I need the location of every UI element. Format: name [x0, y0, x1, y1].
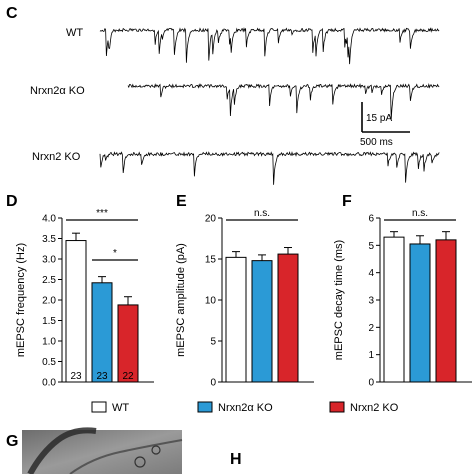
- y-tick-label: 2.0: [42, 296, 56, 307]
- bar: [65, 240, 87, 383]
- y-tick-label: 2.5: [42, 275, 56, 286]
- bar: [383, 236, 405, 383]
- y-tick-label: 3.5: [42, 234, 56, 245]
- legend-label-nrxn2: Nrxn2 KO: [350, 402, 399, 414]
- scale-bar-amplitude-label: 15 pA: [366, 113, 392, 124]
- y-tick-label: 3.0: [42, 255, 56, 266]
- y-tick-label: 0.5: [42, 357, 56, 368]
- chart-decay-time: F 0 1 2 3 4 5 6 mEPSC decay time (ms) n.s.: [333, 193, 472, 389]
- trace-label-nrxn2: Nrxn2 KO: [32, 151, 81, 163]
- panel-letter: E: [176, 193, 187, 210]
- y-tick-label: 10: [205, 296, 217, 307]
- bar: [225, 256, 247, 383]
- y-tick-label: 1.0: [42, 337, 56, 348]
- legend-swatch-nrxn2: [329, 401, 345, 413]
- significance-label: n.s.: [254, 208, 270, 219]
- y-tick-label: 0: [210, 378, 216, 389]
- bar: [91, 282, 113, 383]
- y-tick-label: 1: [368, 350, 374, 361]
- trace-label-nrxn2a: Nrxn2α KO: [30, 85, 85, 97]
- legend: WT Nrxn2α KO Nrxn2 KO: [91, 401, 399, 414]
- y-axis-title: mEPSC amplitude (pA): [175, 243, 187, 357]
- panel-letter: D: [6, 193, 18, 210]
- bar: [435, 239, 457, 383]
- chart-amplitude: E 0 5 10 15 20 mEPSC amplitude (pA) n.s.: [175, 193, 314, 389]
- micrograph-vesicle-edge: [69, 439, 183, 474]
- legend-label-nrxn2a: Nrxn2α KO: [218, 402, 273, 414]
- electron-micrograph: [22, 427, 183, 474]
- y-axis-title: mEPSC decay time (ms): [333, 240, 345, 360]
- y-tick-label: 1.5: [42, 316, 56, 327]
- significance-label: *: [113, 248, 117, 259]
- y-tick-label: 3: [368, 296, 374, 307]
- chart-frequency: D 0.0 0.5 1.0 1.5 2.0 2.5 3.0 3.5 4.0 mEPSC freque…: [6, 193, 154, 389]
- mepsc-trace-wt: [99, 27, 440, 65]
- legend-swatch-nrxn2a: [197, 401, 213, 413]
- significance-label: n.s.: [412, 208, 428, 219]
- micrograph-vesicle: [134, 456, 146, 468]
- bar: [251, 260, 273, 383]
- bar-n-label: 23: [70, 371, 82, 382]
- y-tick-label: 0.0: [42, 378, 56, 389]
- mepsc-trace-nrxn2a: [127, 82, 440, 120]
- micrograph-vesicle: [151, 445, 161, 455]
- panel-g-letter: G: [6, 433, 18, 450]
- legend-label-wt: WT: [112, 402, 129, 414]
- y-tick-label: 4.0: [42, 214, 56, 225]
- scale-bar-time-label: 500 ms: [360, 137, 393, 148]
- y-tick-label: 5: [210, 337, 216, 348]
- trace-label-wt: WT: [66, 27, 83, 39]
- bar-n-label: 23: [96, 371, 108, 382]
- panel-c-letter: C: [6, 5, 18, 22]
- bar: [409, 243, 431, 383]
- panel-h-letter: H: [230, 451, 242, 468]
- bar-n-label: 22: [122, 371, 134, 382]
- legend-swatch-wt: [91, 401, 107, 413]
- panel-letter: F: [342, 193, 352, 210]
- y-tick-label: 6: [368, 214, 374, 225]
- y-tick-label: 2: [368, 323, 374, 334]
- micrograph-membrane: [27, 427, 97, 474]
- y-tick-label: 0: [368, 378, 374, 389]
- y-tick-label: 15: [205, 255, 217, 266]
- y-tick-label: 4: [368, 268, 374, 279]
- y-tick-label: 20: [205, 214, 217, 225]
- y-axis-title: mEPSC frequency (Hz): [15, 243, 27, 357]
- mepsc-trace-nrxn2: [99, 151, 440, 185]
- significance-label: ***: [96, 208, 108, 219]
- scale-bar: 15 pA 500 ms: [360, 102, 410, 148]
- bar: [277, 253, 299, 383]
- y-tick-label: 5: [368, 241, 374, 252]
